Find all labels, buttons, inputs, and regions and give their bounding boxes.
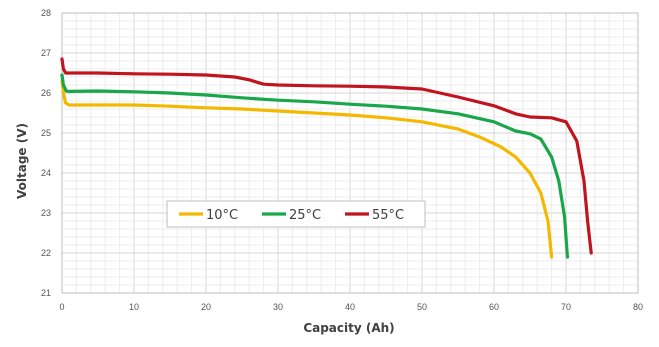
x-tick-label: 70 <box>561 302 571 312</box>
series-line-1 <box>60 73 569 259</box>
y-tick-label: 23 <box>41 208 51 218</box>
y-tick-label: 28 <box>41 8 51 18</box>
x-tick-label: 80 <box>633 302 643 312</box>
legend-label: 25°C <box>289 208 321 223</box>
y-tick-label: 26 <box>41 88 51 98</box>
y-tick-label: 21 <box>41 288 51 298</box>
legend-box <box>166 200 426 228</box>
plot-area <box>61 12 639 294</box>
y-axis-label: Voltage (V) <box>15 123 29 199</box>
legend: 10°C 25°C 55°C <box>166 200 426 228</box>
plot-border <box>61 12 639 294</box>
x-tick-label: 60 <box>489 302 499 312</box>
y-axis: 21 22 23 24 25 26 27 28 <box>41 8 51 298</box>
x-tick-label: 20 <box>201 302 211 312</box>
series-line-2 <box>60 57 593 255</box>
y-tick-label: 25 <box>41 128 51 138</box>
x-axis: 0 10 20 30 40 50 60 70 80 <box>59 302 643 312</box>
y-tick-label: 27 <box>41 48 51 58</box>
x-tick-label: 40 <box>345 302 355 312</box>
x-tick-label: 0 <box>59 302 64 312</box>
series-group <box>60 57 593 259</box>
x-axis-label: Capacity (Ah) <box>303 321 394 335</box>
legend-label: 55°C <box>372 208 404 223</box>
x-tick-label: 50 <box>417 302 427 312</box>
x-tick-label: 30 <box>273 302 283 312</box>
x-tick-label: 10 <box>129 302 139 312</box>
y-tick-label: 22 <box>41 248 51 258</box>
series-line-0 <box>60 79 554 259</box>
y-tick-label: 24 <box>41 168 51 178</box>
legend-label: 10°C <box>206 208 238 223</box>
